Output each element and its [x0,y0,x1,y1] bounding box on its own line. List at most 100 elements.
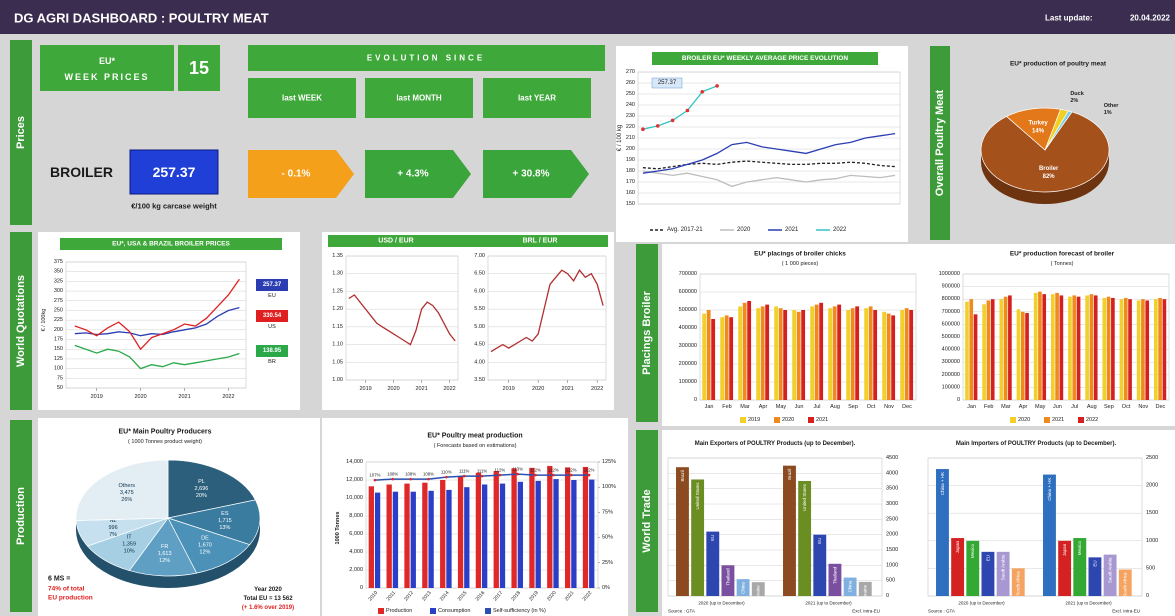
label: Duck [1070,91,1084,97]
y-tick-label: 500 [886,578,895,584]
y-tick-label: 190 [626,157,635,163]
bar [428,490,434,588]
x-tick-label: Jul [1071,404,1078,410]
label: 14% [1032,128,1045,134]
bar [404,483,410,588]
label: 996 [109,525,118,531]
y-tick-label: 400000 [679,325,697,331]
x-tick-label: 2021 [562,386,574,392]
chart-title-bar [60,238,282,250]
bar [951,538,965,596]
bar [837,304,842,400]
legend-label: 2021 [1052,417,1064,423]
x-tick-label: 2019 [528,590,540,603]
bar [736,579,750,596]
point [427,477,430,481]
y-tick-label: 4,000 [349,549,363,555]
x-tick-label: Oct [867,404,876,410]
period-box [365,78,473,118]
data-label: 112% [584,468,595,473]
value-tag [256,345,288,357]
y-tick-label: 230 [626,113,635,119]
legend-swatch [1044,417,1050,423]
bar [1158,297,1162,400]
bar-label: EU [710,535,715,541]
x-tick-label: 2022 [591,386,603,392]
bar [1103,554,1117,596]
x-tick-label: 2021 [564,590,576,603]
label: 1,359 [122,541,136,547]
y-tick-label: 200 [626,146,635,152]
label: 1,670 [198,542,212,548]
bar [1111,297,1115,400]
bar [529,467,535,588]
bar [706,310,711,400]
bar [828,563,842,596]
label: Broiler [1039,166,1059,172]
label: Total EU = 13 562 [243,596,293,602]
y-tick-label: 1000 [1146,538,1158,544]
bar [553,479,559,588]
line-series [74,278,240,351]
y-tick-label: 1.10 [332,342,343,348]
x-tick-label: 2013 [421,590,433,603]
y-tick-label: 600000 [942,321,960,327]
label: last YEAR [518,94,556,103]
section-tab [636,244,658,422]
y-tick-label: 50% [602,535,613,541]
bar [966,540,980,596]
chart-title: EU* production of poultry meat [1010,61,1107,68]
y-tick-label: 500000 [679,307,697,313]
bar [813,534,827,596]
y-tick-label: 3500 [886,486,898,492]
bar [783,310,788,400]
bar [1042,294,1047,400]
bar [1119,299,1124,400]
label: last MONTH [396,94,442,103]
bar-label: South Africa [1016,571,1021,596]
change-arrow [365,150,471,198]
bar [589,479,595,588]
section-tab [10,232,32,410]
label: 257.37 [153,164,196,180]
x-tick-label: Jun [795,404,804,410]
y-tick-label: 175 [54,337,63,343]
bar [855,306,860,400]
price-box [129,149,219,195]
x-tick-label: 2021 (up to December) [805,601,852,606]
bar [832,306,837,400]
y-tick-label: 200000 [679,361,697,367]
label: €/100 kg carcase weight [131,202,217,211]
bar [810,306,815,400]
label: € / 100kg [41,309,47,332]
label: EU* [99,56,116,66]
bar [493,471,499,588]
bar [1136,300,1141,400]
x-tick-label: Nov [884,404,894,410]
label: FR [161,544,168,550]
y-tick-label: 3000 [886,501,898,507]
x-tick-label: Dec [902,404,912,410]
bar [1162,299,1167,400]
bar [1038,291,1042,400]
pie-slice [167,459,256,519]
label: Other [1104,103,1120,109]
change-arrow [483,150,589,198]
y-tick-label: 1.05 [332,359,343,365]
bar [765,304,770,400]
x-tick-label: May [776,404,787,410]
label: IT [127,534,133,540]
legend-swatch [1078,417,1084,423]
period-box [248,78,356,118]
bar [1123,297,1128,400]
bar [990,299,995,400]
label: 330.54 [263,313,282,319]
y-tick-label: 300000 [679,343,697,349]
label: Turkey [1028,120,1048,126]
x-tick-label: 2014 [439,590,451,603]
bar [1076,296,1081,400]
label: 15 [189,58,209,78]
label: Excl. Intra-EU [1112,609,1140,614]
label: 7% [109,532,117,538]
